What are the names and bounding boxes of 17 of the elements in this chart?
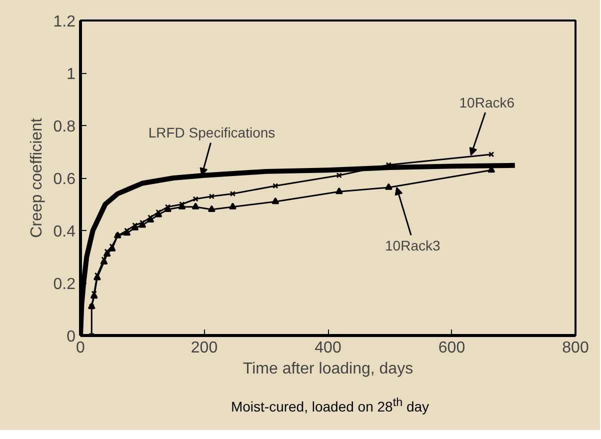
y-tick-label: 0.2 bbox=[53, 276, 76, 293]
y-tick-label: 0.8 bbox=[53, 118, 76, 136]
y-tick-label: 0.6 bbox=[53, 171, 76, 188]
y-tick-label: 0.4 bbox=[53, 224, 76, 240]
y-tick-label: 0 bbox=[66, 328, 76, 346]
annotation: 10Rack6 bbox=[459, 94, 515, 110]
text: Moist-cured, loaded on 28$^{th}$ day bbox=[230, 395, 430, 417]
y-tick-label: 1.2 bbox=[53, 14, 76, 30]
x-tick-label: 400 bbox=[314, 340, 342, 356]
x-tick-label: 600 bbox=[438, 340, 466, 356]
x-tick-label: 800 bbox=[562, 340, 589, 356]
y-tick-label: 1 bbox=[66, 66, 76, 83]
annotation: LRFD Specifications bbox=[148, 124, 276, 141]
y-axis-title: Creep coefficient bbox=[28, 118, 46, 238]
x-tick-label: 200 bbox=[190, 340, 218, 356]
annotation: 10Rack3 bbox=[385, 237, 440, 254]
x-axis-title: Time after loading, days bbox=[242, 360, 414, 378]
